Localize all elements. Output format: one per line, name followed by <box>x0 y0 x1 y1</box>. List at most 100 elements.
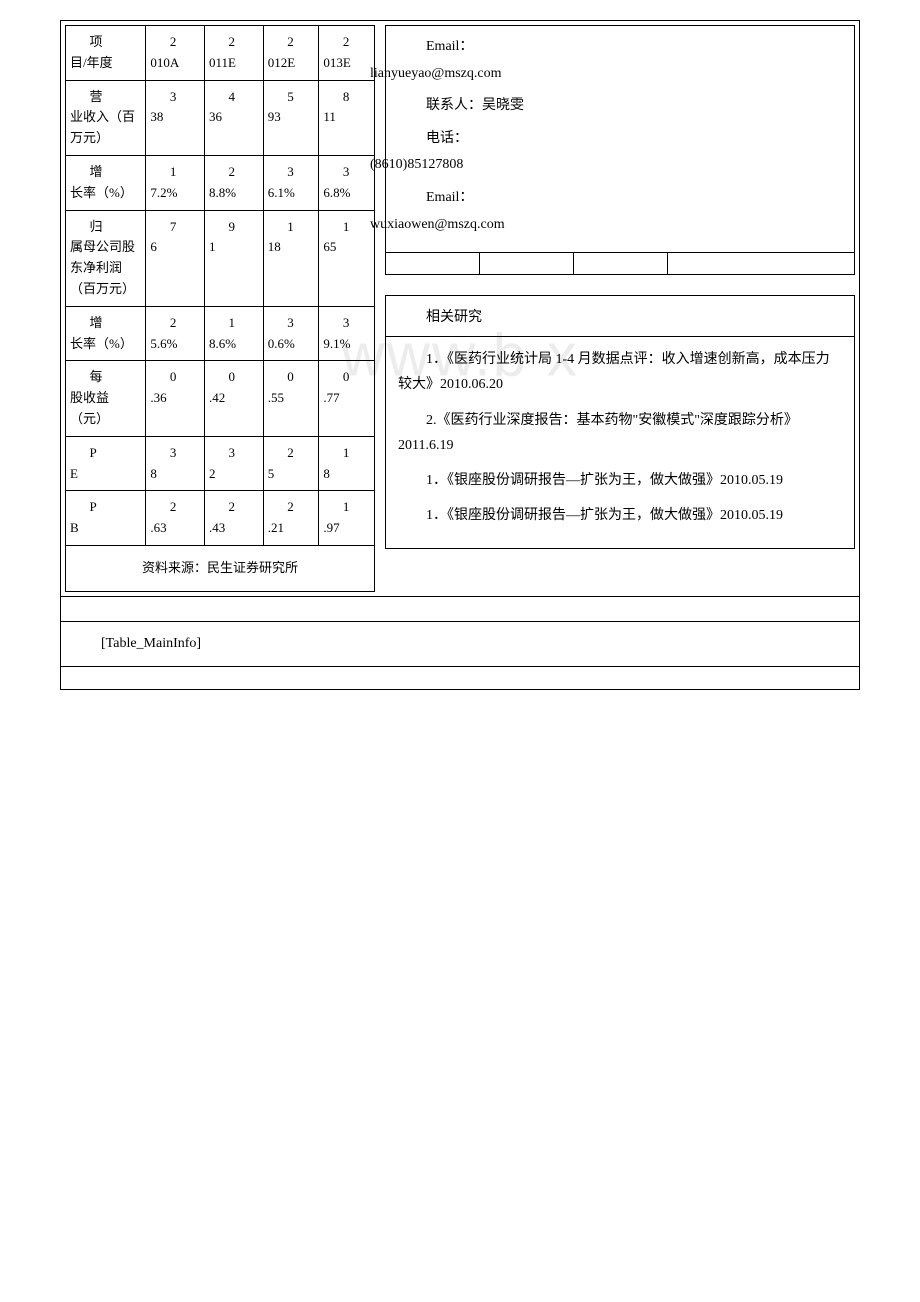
cell-value: 2 <box>209 162 259 183</box>
bottom-divider <box>61 596 859 622</box>
research-title: 相关研究 <box>386 296 854 337</box>
page-container: 项 目/年度 2 010A 2 011E 2 012E 2 013E <box>60 20 860 597</box>
contact-cell <box>386 253 480 274</box>
cell-value: 3 <box>209 443 259 464</box>
cell-label: 归 <box>70 217 141 238</box>
table-source: 资料来源：民生证券研究所 <box>66 545 375 591</box>
cell-value: 6 <box>150 237 200 258</box>
cell-value: .97 <box>323 518 370 539</box>
cell-value: 3 <box>268 162 315 183</box>
header-c4-rest: 013E <box>323 53 370 74</box>
cell-value: 65 <box>323 237 370 258</box>
table-source-row: 资料来源：民生证券研究所 <box>66 545 375 591</box>
table-row: 每股收益（元） 0.36 0.42 0.55 0.77 <box>66 361 375 436</box>
research-item: 1．《医药行业统计局 1-4 月数据点评：收入增速创新高，成本压力较大》2010… <box>398 347 842 397</box>
contact-bottom-row <box>385 253 855 275</box>
header-c2-rest: 011E <box>209 53 259 74</box>
cell-value: .21 <box>268 518 315 539</box>
cell-value: .63 <box>150 518 200 539</box>
research-item: 1．《银座股份调研报告—扩张为王，做大做强》2010.05.19 <box>398 468 842 493</box>
cell-value: 2 <box>268 497 315 518</box>
header-c2-first: 2 <box>209 32 259 53</box>
cell-value: 7.2% <box>150 183 200 204</box>
cell-label: 每 <box>70 367 141 388</box>
cell-value: 8 <box>323 464 370 485</box>
cell-value: 2 <box>209 464 259 485</box>
cell-value: 2 <box>150 497 200 518</box>
cell-label: 属母公司股东净利润（百万元） <box>70 237 141 299</box>
header-c4-first: 2 <box>323 32 370 53</box>
cell-value: 1 <box>323 443 370 464</box>
cell-label: P <box>70 497 141 518</box>
cell-value: 3 <box>150 443 200 464</box>
cell-value: 8 <box>150 464 200 485</box>
cell-label: 增 <box>70 162 141 183</box>
contact-section: Email：lianyueyao@mszq.com 联系人：吴晓雯 电话：(86… <box>385 25 855 275</box>
cell-value: .55 <box>268 388 315 409</box>
header-c1-rest: 010A <box>150 53 200 74</box>
contact-cell <box>480 253 574 274</box>
cell-label: E <box>70 464 141 485</box>
cell-value: 9 <box>209 217 259 238</box>
cell-value: .43 <box>209 518 259 539</box>
bottom-text: [Table_MainInfo] <box>61 622 859 667</box>
research-item: 2.《医药行业深度报告：基本药物"安徽模式"深度跟踪分析》2011.6.19 <box>398 408 842 458</box>
cell-value: 1 <box>323 217 370 238</box>
table-row: 增长率（%） 25.6% 18.6% 30.6% 39.1% <box>66 306 375 361</box>
cell-label: 长率（%） <box>70 183 141 204</box>
cell-value: 1 <box>209 313 259 334</box>
cell-label: 营 <box>70 87 141 108</box>
cell-value: .42 <box>209 388 259 409</box>
cell-value: 3 <box>150 87 200 108</box>
header-c1-first: 2 <box>150 32 200 53</box>
cell-value: 1 <box>209 237 259 258</box>
cell-value: 18 <box>268 237 315 258</box>
cell-value: 6.8% <box>323 183 370 204</box>
header-c3-first: 2 <box>268 32 315 53</box>
header-label-rest: 目/年度 <box>70 53 141 74</box>
cell-value: 6.1% <box>268 183 315 204</box>
cell-value: 36 <box>209 107 259 128</box>
cell-value: 3 <box>268 313 315 334</box>
cell-label: P <box>70 443 141 464</box>
cell-value: 8.6% <box>209 334 259 355</box>
financial-table: 项 目/年度 2 010A 2 011E 2 012E 2 013E <box>65 25 375 592</box>
cell-value: 93 <box>268 107 315 128</box>
header-c3-rest: 012E <box>268 53 315 74</box>
right-column: Email：lianyueyao@mszq.com 联系人：吴晓雯 电话：(86… <box>385 25 855 592</box>
bottom-empty <box>61 667 859 689</box>
cell-label: 业收入（百万元） <box>70 107 141 149</box>
cell-value: 9.1% <box>323 334 370 355</box>
cell-value: 5.6% <box>150 334 200 355</box>
cell-value: 5 <box>268 87 315 108</box>
cell-value: 0 <box>268 367 315 388</box>
cell-value: 8.8% <box>209 183 259 204</box>
cell-value: 11 <box>323 107 370 128</box>
research-box: 相关研究 1．《医药行业统计局 1-4 月数据点评：收入增速创新高，成本压力较大… <box>385 295 855 549</box>
cell-label: 股收益（元） <box>70 388 141 430</box>
table-row: PE 38 32 25 18 <box>66 436 375 491</box>
cell-value: 3 <box>323 162 370 183</box>
cell-label: B <box>70 518 141 539</box>
cell-value: 0.6% <box>268 334 315 355</box>
table-row: 归属母公司股东净利润（百万元） 76 91 118 165 <box>66 210 375 306</box>
contact-email2: Email：wuxiaowen@mszq.com <box>398 185 842 238</box>
cell-value: 1 <box>323 497 370 518</box>
cell-label: 长率（%） <box>70 334 141 355</box>
cell-value: 4 <box>209 87 259 108</box>
research-body: 1．《医药行业统计局 1-4 月数据点评：收入增速创新高，成本压力较大》2010… <box>386 337 854 548</box>
table-row: 增长率（%） 17.2% 28.8% 36.1% 36.8% <box>66 155 375 210</box>
research-item: 1．《银座股份调研报告—扩张为王，做大做强》2010.05.19 <box>398 503 842 528</box>
cell-value: 5 <box>268 464 315 485</box>
contact-email1: Email：lianyueyao@mszq.com <box>398 34 842 87</box>
bottom-section: [Table_MainInfo] <box>60 596 860 690</box>
contact-cell <box>574 253 668 274</box>
cell-value: 38 <box>150 107 200 128</box>
table-row: PB 2.63 2.43 2.21 1.97 <box>66 491 375 546</box>
left-column: 项 目/年度 2 010A 2 011E 2 012E 2 013E <box>65 25 375 592</box>
cell-value: 8 <box>323 87 370 108</box>
cell-value: 7 <box>150 217 200 238</box>
cell-value: 0 <box>150 367 200 388</box>
header-label-first: 项 <box>70 32 141 53</box>
cell-value: 0 <box>323 367 370 388</box>
